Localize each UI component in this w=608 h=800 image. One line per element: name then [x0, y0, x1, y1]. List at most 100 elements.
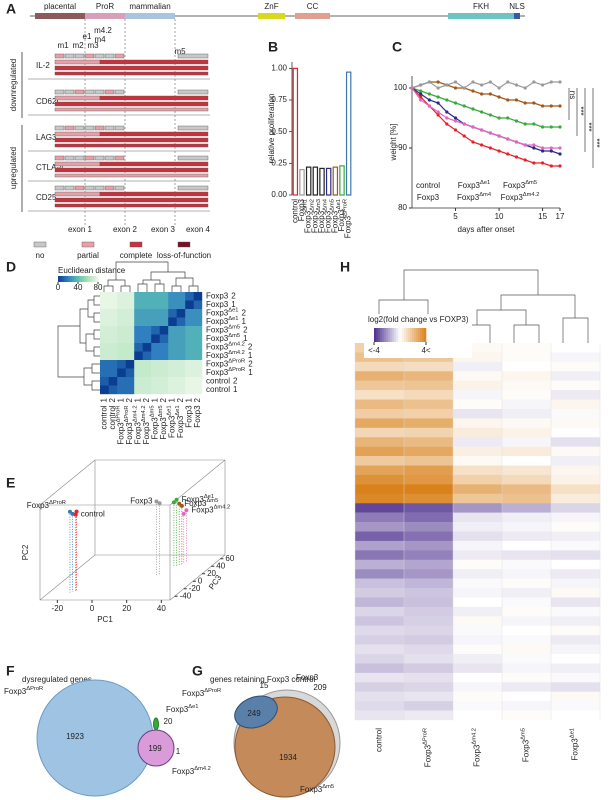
heatmap-cell [355, 691, 405, 702]
heatmap-cell [193, 317, 203, 327]
colorbar-segment [62, 276, 65, 282]
y-tick-label: 0.25 [271, 158, 287, 167]
exon-bar [99, 191, 209, 197]
heatmap-cell [355, 550, 405, 560]
heatmap-cell [453, 446, 503, 457]
set-label-part: Δm5 [322, 784, 334, 790]
heatmap-cell [100, 309, 109, 318]
heatmap-cell [404, 635, 454, 645]
exon-cell [114, 53, 125, 59]
heatmap-cell [502, 371, 552, 381]
heatmap-cell [404, 399, 454, 410]
heatmap-cell [193, 377, 203, 386]
pca-point [70, 511, 75, 516]
y-tick-label: 0.75 [271, 95, 287, 104]
heatmap-cell [502, 503, 552, 513]
heatmap-cell [108, 326, 118, 335]
heatmap-cell [453, 663, 503, 674]
heatmap-cell [185, 343, 194, 352]
legend-swatch [129, 241, 143, 248]
row-label-part: ΔProR [228, 366, 245, 372]
series-point [558, 146, 562, 150]
exon-bar [99, 161, 209, 167]
heatmap-cell [185, 368, 194, 378]
exon-cell [114, 185, 125, 191]
x-tick-label: 15 [538, 212, 547, 221]
row-label: control 2 [206, 376, 238, 385]
row-label-part: Foxp3 [206, 342, 229, 351]
row-label: Foxp3 1 [206, 300, 236, 309]
series-point [506, 98, 510, 102]
heatmap-cell [176, 309, 186, 318]
y-tick-label: 1.00 [271, 63, 287, 72]
heatmap-cell [117, 300, 126, 310]
colorbar-segment [88, 276, 91, 282]
heatmap-cell [551, 418, 601, 429]
heatmap-cell [404, 682, 454, 692]
series-point [453, 80, 458, 84]
heatmap-cell [551, 408, 601, 419]
heatmap-cell [125, 360, 135, 369]
column-label-part: 2 [193, 397, 202, 402]
series-point [523, 122, 527, 126]
heatmap-cell [134, 385, 143, 395]
heatmap-cell [502, 559, 552, 570]
colorbar-segment [380, 328, 383, 342]
legend-label: Foxp3 [417, 193, 440, 202]
colorbar-segment [386, 328, 389, 342]
heatmap-cell [453, 418, 503, 429]
heatmap-cell [502, 654, 552, 664]
heatmap-cell [108, 334, 118, 344]
heatmap-cell [453, 503, 503, 513]
colorbar-segment [94, 276, 97, 282]
column-label: Foxp3Δm5 1 [149, 397, 160, 439]
column-label-part: control [108, 405, 117, 429]
exon-cell [54, 89, 65, 95]
heatmap-cell [551, 644, 601, 655]
colorbar-segment [376, 328, 379, 342]
series-point [462, 104, 466, 108]
heatmap-cell [159, 385, 169, 395]
heatmap-cell [117, 326, 126, 335]
heatmap-cell [151, 334, 160, 344]
heatmap-cell [176, 317, 186, 327]
heatmap-cell [108, 351, 118, 361]
heatmap-cell [453, 456, 503, 466]
series-point [506, 152, 510, 156]
colorbar-segment [416, 328, 419, 342]
colorbar-segment [394, 328, 397, 342]
colorbar-segment [378, 328, 381, 342]
bar [345, 71, 352, 196]
heatmap-cell [185, 360, 194, 369]
heatmap-cell [108, 343, 118, 352]
heatmap-cell [100, 377, 109, 386]
colorbar-segment [80, 276, 83, 282]
pca-point [174, 497, 179, 502]
heatmap-cell [142, 343, 152, 352]
heatmap-cell [551, 427, 601, 438]
exon-cell [94, 185, 105, 191]
row-label-part: 1 [241, 317, 246, 326]
heatmap-cell [404, 663, 454, 674]
heatmap-cell [176, 360, 186, 369]
heatmap-cell [176, 292, 186, 301]
venn-set [153, 717, 159, 731]
heatmap-cell [551, 654, 601, 664]
group-label: Foxp3 [130, 497, 153, 506]
heatmap-cell [100, 317, 109, 327]
heatmap-cell [453, 625, 503, 636]
heatmap-cell [502, 408, 552, 419]
colorbar-segment [414, 328, 417, 342]
exon-cell [74, 53, 85, 59]
heatmap-cell [134, 377, 143, 386]
pca-point [74, 509, 79, 514]
heatmap-cell [142, 317, 152, 327]
heatmap-cell [134, 317, 143, 327]
series-point [532, 161, 536, 165]
row-label: Foxp3Δm5 1 [206, 332, 248, 343]
heatmap-cell [355, 408, 405, 419]
row-label-part: 2 [233, 376, 238, 385]
heatmap-cell [100, 334, 109, 344]
heatmap-cell [551, 540, 601, 551]
heatmap-cell [100, 343, 109, 352]
